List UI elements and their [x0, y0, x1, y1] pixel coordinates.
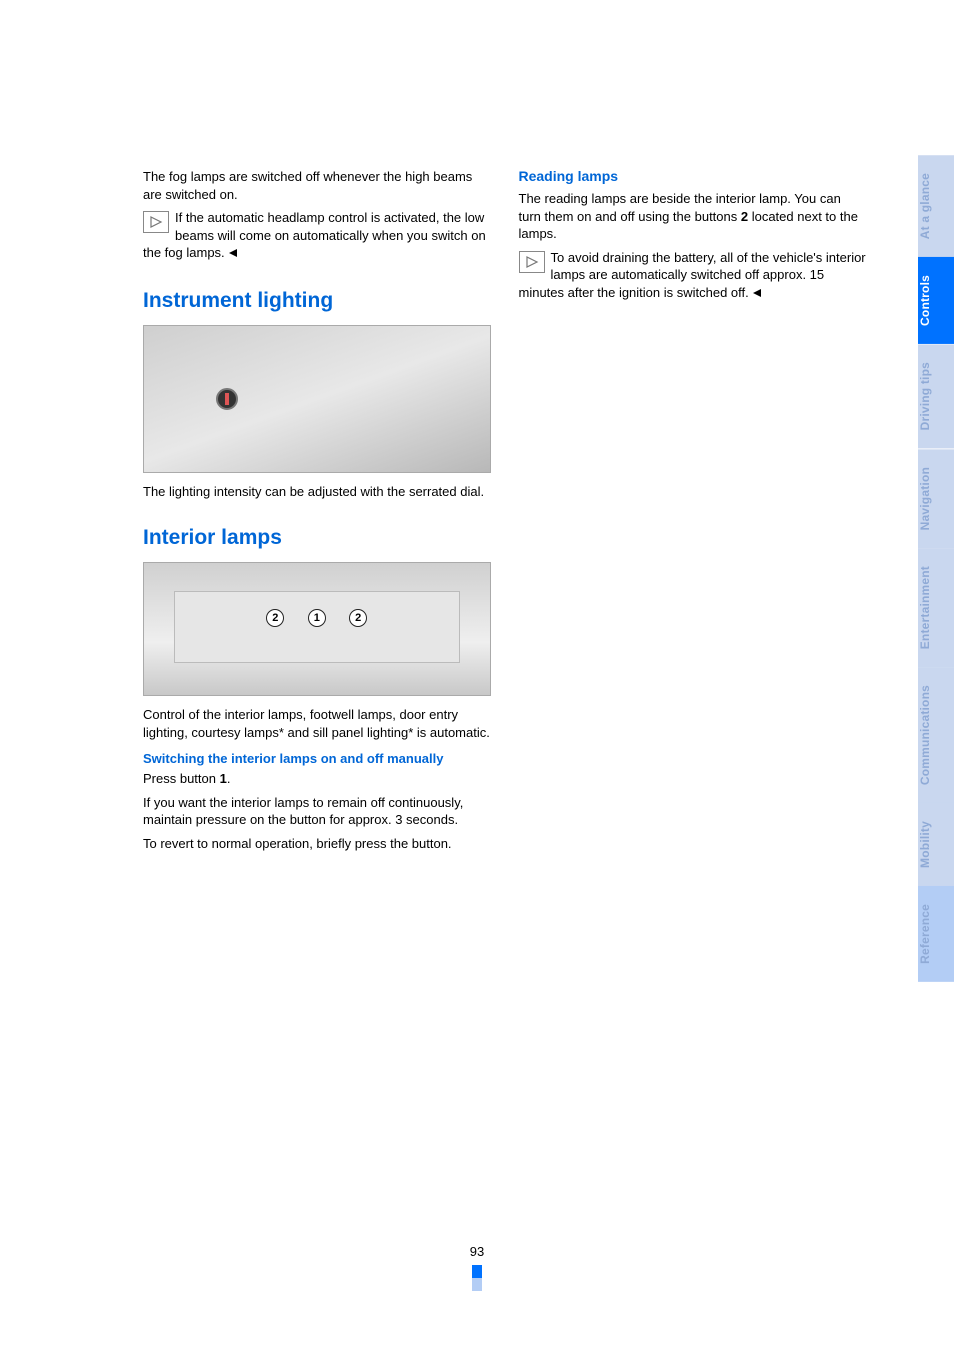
page-number: 93 — [0, 1244, 954, 1259]
note-triangle-icon — [519, 251, 545, 273]
callout-1: 1 — [308, 609, 326, 627]
tab-reference[interactable]: Reference — [918, 886, 954, 982]
page-bar-top — [472, 1265, 482, 1278]
press-button-a: Press button — [143, 771, 220, 786]
tab-controls[interactable]: Controls — [918, 257, 954, 344]
press-button-text: Press button 1. — [143, 770, 491, 788]
tab-navigation[interactable]: Navigation — [918, 449, 954, 548]
overhead-console-graphic — [174, 591, 460, 663]
reading-num: 2 — [741, 209, 748, 224]
side-nav-tabs: At a glance Controls Driving tips Naviga… — [918, 155, 954, 982]
tab-communications[interactable]: Communications — [918, 667, 954, 803]
note-triangle-icon — [143, 211, 169, 233]
heading-interior-lamps: Interior lamps — [143, 526, 491, 550]
page-indicator-bar — [472, 1265, 482, 1291]
fog-lamps-text: The fog lamps are switched off whenever … — [143, 168, 491, 203]
reading-lamps-text: The reading lamps are beside the interio… — [519, 190, 867, 243]
heading-reading-lamps: Reading lamps — [519, 168, 867, 184]
callout-2-left: 2 — [266, 609, 284, 627]
figure-instrument-lighting — [143, 325, 491, 473]
tab-at-a-glance[interactable]: At a glance — [918, 155, 954, 257]
note-headlamp-text: If the automatic headlamp control is act… — [143, 210, 486, 260]
subheading-switching: Switching the interior lamps on and off … — [143, 751, 491, 766]
right-column: Reading lamps The reading lamps are besi… — [519, 168, 867, 859]
page: The fog lamps are switched off whenever … — [0, 0, 954, 1351]
note-battery: To avoid draining the battery, all of th… — [519, 249, 867, 303]
tab-mobility[interactable]: Mobility — [918, 803, 954, 886]
press-button-num: 1 — [220, 771, 227, 786]
left-column: The fog lamps are switched off whenever … — [143, 168, 491, 859]
callout-2-right: 2 — [349, 609, 367, 627]
revert-text: To revert to normal operation, briefly p… — [143, 835, 491, 853]
note-headlamp: If the automatic headlamp control is act… — [143, 209, 491, 263]
end-mark-icon — [752, 285, 762, 303]
interior-control-text: Control of the interior lamps, footwell … — [143, 706, 491, 741]
page-bar-bottom — [472, 1278, 482, 1291]
figure-interior-lamps: 2 1 2 — [143, 562, 491, 696]
heading-instrument-lighting: Instrument lighting — [143, 289, 491, 313]
end-mark-icon — [228, 245, 238, 263]
note-battery-text: To avoid draining the battery, all of th… — [519, 250, 866, 300]
tab-driving-tips[interactable]: Driving tips — [918, 344, 954, 448]
two-column-layout: The fog lamps are switched off whenever … — [143, 168, 866, 859]
dial-graphic — [216, 388, 238, 410]
lamps-off-text: If you want the interior lamps to remain… — [143, 794, 491, 829]
lighting-intensity-text: The lighting intensity can be adjusted w… — [143, 483, 491, 501]
tab-entertainment[interactable]: Entertainment — [918, 548, 954, 667]
press-button-c: . — [227, 771, 231, 786]
